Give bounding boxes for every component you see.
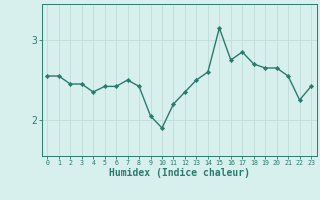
X-axis label: Humidex (Indice chaleur): Humidex (Indice chaleur): [109, 168, 250, 178]
